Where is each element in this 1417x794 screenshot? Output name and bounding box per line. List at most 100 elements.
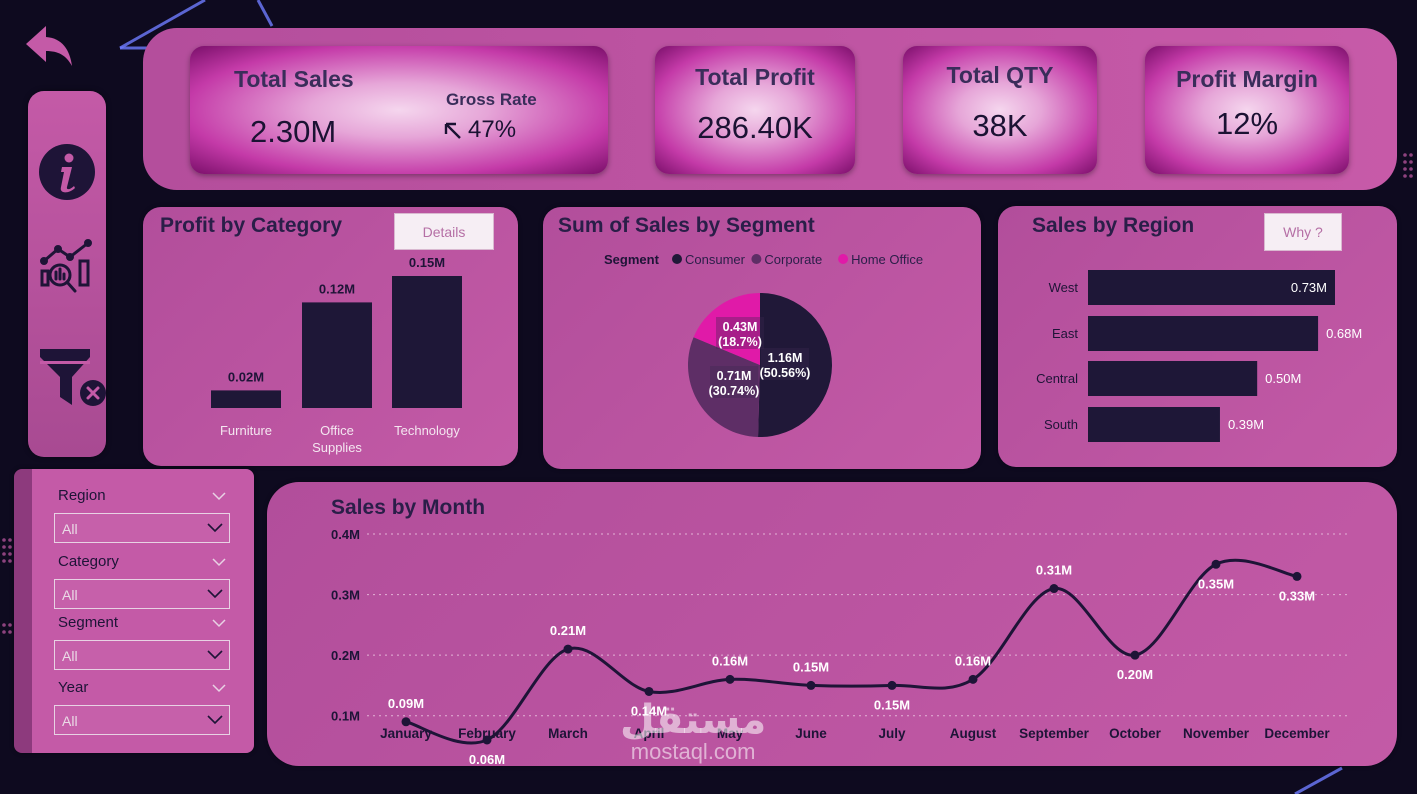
x-tick-label: March	[548, 726, 588, 741]
point-data-label: 0.09M	[388, 696, 424, 711]
data-point[interactable]	[1130, 650, 1140, 660]
data-point[interactable]	[725, 674, 735, 684]
data-point[interactable]	[806, 680, 816, 690]
bar-2[interactable]	[392, 276, 462, 408]
chevron-down-icon	[207, 715, 223, 725]
analytics-icon[interactable]	[38, 239, 96, 297]
region-tick-label: West	[1049, 280, 1079, 295]
point-data-label: 0.15M	[793, 659, 829, 674]
arrow-up-left-icon	[444, 122, 461, 139]
kpi-card-total-sales: Total Sales 2.30M Gross Rate 47%	[190, 46, 608, 174]
data-point[interactable]	[887, 680, 897, 690]
x-tick-label: November	[1183, 726, 1250, 741]
chevron-down-icon[interactable]	[212, 683, 226, 693]
category-dropdown[interactable]: All	[54, 579, 230, 609]
legend-entry[interactable]: Consumer	[685, 252, 746, 267]
x-tick-label: July	[878, 726, 906, 741]
point-data-label: 0.16M	[955, 653, 991, 668]
pie-data-label: 1.16M	[768, 351, 803, 365]
legend-entry[interactable]: Corporate	[764, 252, 822, 267]
year-dropdown[interactable]: All	[54, 705, 230, 735]
kpi-title: Total QTY	[946, 62, 1054, 88]
slicer-label-segment: Segment	[58, 614, 119, 631]
kpi-card-profit-margin: Profit Margin 12%	[1145, 46, 1349, 174]
point-data-label: 0.33M	[1279, 588, 1315, 603]
pie-data-label: 0.43M	[723, 320, 758, 334]
y-tick-label: 0.1M	[331, 709, 360, 724]
why-button[interactable]: Why ?	[1264, 213, 1342, 251]
chevron-down-icon[interactable]	[212, 618, 226, 628]
pie-legend: Segment Consumer Corporate Home Office	[604, 252, 923, 267]
gross-rate-value: 47%	[468, 116, 517, 143]
point-data-label: 0.16M	[712, 653, 748, 668]
legend-marker	[672, 254, 682, 264]
bar-data-label: 0.39M	[1228, 417, 1264, 432]
clear-filter-icon[interactable]	[36, 347, 108, 411]
point-data-label: 0.31M	[1036, 563, 1072, 578]
legend-entry[interactable]: Home Office	[851, 252, 923, 267]
data-point[interactable]	[1292, 571, 1302, 581]
sales-by-region-chart: West 0.73M East 0.68M Central 0.50M South 0.39M	[1036, 270, 1362, 442]
bar-data-label: 0.12M	[319, 281, 355, 296]
panel-title: Sales by Month	[331, 496, 486, 519]
bar-data-label: 0.68M	[1326, 326, 1362, 341]
bar-west[interactable]	[1088, 270, 1335, 305]
chevron-down-icon[interactable]	[212, 557, 226, 567]
kpi-value: 12%	[1215, 106, 1279, 141]
category-dropdown-value: All	[62, 587, 78, 603]
data-point[interactable]	[1049, 584, 1059, 594]
slicer-label-region: Region	[58, 487, 106, 504]
watermark-arabic: مستقل	[620, 698, 767, 742]
x-tick-label: September	[1019, 726, 1090, 741]
point-data-label: 0.21M	[550, 623, 586, 638]
x-tick-label: February	[458, 726, 516, 741]
chevron-down-icon[interactable]	[212, 491, 226, 501]
x-tick-label: June	[795, 726, 827, 741]
slicer-label-year: Year	[58, 679, 89, 696]
info-icon[interactable]	[38, 143, 96, 201]
data-point[interactable]	[401, 717, 411, 727]
legend-title: Segment	[604, 252, 660, 267]
sales-by-region-panel: Sales by Region Why ? West 0.73M East 0.68M…	[998, 206, 1397, 467]
bar-south[interactable]	[1088, 407, 1220, 442]
pie-pct-label: (18.7%)	[718, 335, 762, 349]
x-tick-label: December	[1264, 726, 1330, 741]
x-tick-label: May	[717, 726, 744, 741]
region-tick-label: South	[1044, 417, 1078, 432]
kpi-card-total-profit: Total Profit 286.40K	[655, 46, 855, 174]
x-tick-label: January	[380, 726, 432, 741]
bar-0[interactable]	[211, 390, 281, 408]
region-dropdown[interactable]: All	[54, 513, 230, 543]
pie-slice-consumer[interactable]	[758, 293, 832, 437]
data-point[interactable]	[1211, 559, 1221, 569]
data-point[interactable]	[482, 735, 492, 745]
bar-east[interactable]	[1088, 316, 1319, 351]
chevron-down-icon	[207, 589, 223, 599]
bar-central[interactable]	[1088, 361, 1258, 396]
sales-by-month-panel: Sales by Month 0.1M 0.2M 0.3M 0.4M 0.09M Janu…	[267, 482, 1397, 766]
data-point[interactable]	[644, 686, 654, 696]
legend-marker	[838, 254, 849, 264]
panel-title: Sales by Region	[1032, 214, 1195, 237]
x-tick-label: April	[634, 726, 665, 741]
category-tick-label: Office Supplies	[312, 423, 362, 455]
data-point[interactable]	[968, 674, 978, 684]
watermark-logo: مستقل mostaql.com	[620, 700, 766, 764]
legend-marker	[751, 254, 762, 264]
point-data-label: 0.35M	[1198, 576, 1234, 591]
sales-by-segment-panel: Sum of Sales by Segment Segment Consumer C…	[543, 207, 981, 469]
details-button[interactable]: Details	[394, 213, 494, 250]
pie-slice-corporate[interactable]	[688, 337, 760, 437]
year-dropdown-value: All	[62, 713, 78, 729]
bar-1[interactable]	[302, 302, 372, 408]
segment-dropdown[interactable]: All	[54, 640, 230, 670]
back-arrow-icon[interactable]	[24, 22, 76, 70]
point-data-label: 0.06M	[469, 752, 505, 766]
kpi-title: Total Sales	[234, 66, 354, 92]
kpi-value: 286.40K	[697, 110, 813, 145]
data-point[interactable]	[563, 644, 573, 654]
panel-title: Profit by Category	[160, 214, 343, 237]
panel-title: Sum of Sales by Segment	[558, 214, 815, 237]
pie-slice-home-office[interactable]	[693, 293, 760, 365]
category-tick-label: Technology	[394, 423, 460, 438]
